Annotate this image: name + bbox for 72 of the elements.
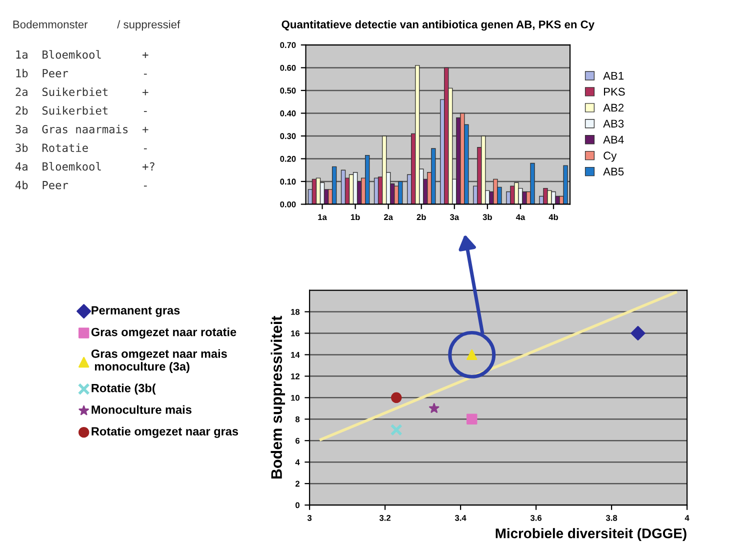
y-tick-label: 0.20 <box>280 156 296 162</box>
legend-label: AB1 <box>603 72 624 80</box>
text: 2b Suikerbiet - <box>16 106 147 115</box>
x-tick-label: 3.6 <box>530 514 542 521</box>
x-tick-label: 1b <box>350 214 360 220</box>
text: 1b Peer - <box>16 68 147 78</box>
legend-label: PKS <box>604 88 625 96</box>
y-tick-label: 0.30 <box>280 133 296 140</box>
bar <box>530 162 535 204</box>
point <box>391 392 402 404</box>
y-axis-title: Bodem suppressiviteit <box>270 316 286 479</box>
y-tick-label: 10 <box>291 394 300 401</box>
x-tick-label: 3.4 <box>454 514 466 521</box>
x-tick-label: 2b <box>416 214 426 220</box>
legend-label: AB3 <box>603 120 624 128</box>
legend-label: Cy <box>604 152 617 162</box>
point <box>630 326 646 341</box>
y-tick-label: 16 <box>291 330 300 336</box>
legend-label: Monoculture mais <box>92 405 192 414</box>
x-tick-label: 4b <box>548 214 558 220</box>
legend-label: AB5 <box>603 168 624 176</box>
legend-label: Gras omgezet naar mais monoculture (3a) <box>91 349 227 373</box>
y-tick-label: 0.70 <box>280 42 296 48</box>
x-tick-label: 3a <box>450 214 460 220</box>
text: 3a Gras naarmais + <box>16 124 148 134</box>
bar <box>332 166 337 204</box>
bar <box>415 65 420 204</box>
text: 2a Suikerbiet + <box>16 87 148 96</box>
x-tick-label: 3.2 <box>379 514 391 521</box>
bar <box>398 181 403 204</box>
y-tick-label: 0.00 <box>280 201 296 208</box>
bar <box>481 136 486 204</box>
x-tick-label: 2a <box>384 214 394 220</box>
legend-label: Gras omgezet naar rotatie <box>91 328 236 339</box>
legend-label: AB2 <box>603 104 624 112</box>
x-tick-label: 3.8 <box>606 514 618 521</box>
bar <box>563 165 568 204</box>
x-tick-label: 1a <box>318 214 327 220</box>
y-tick-label: 2 <box>295 480 300 487</box>
point <box>429 403 440 413</box>
y-tick-label: 8 <box>295 416 300 422</box>
legend-label: Rotatie omgezet naar gras <box>92 426 238 438</box>
y-tick-label: 0 <box>296 502 300 508</box>
chart-title: Quantitatieve detectie van antibiotica genen AB, PKS en Cy <box>282 20 594 31</box>
text: 1a Bloemkool + <box>16 50 148 59</box>
point <box>466 414 478 424</box>
legend-label: Permanent gras <box>92 306 180 317</box>
y-tick-label: 0.40 <box>280 110 296 116</box>
legend-label: AB4 <box>603 136 624 144</box>
x-tick-label: 4a <box>516 214 526 220</box>
text: 4a Bloemkool +? <box>16 162 154 171</box>
x-tick-label: 4 <box>684 515 690 521</box>
bar <box>382 136 387 204</box>
text: 3b Rotatie - <box>16 143 147 152</box>
y-tick-label: 12 <box>291 373 300 380</box>
y-tick-label: 0.60 <box>280 64 296 71</box>
y-tick-label: 18 <box>291 308 300 315</box>
x-tick-label: 3b <box>482 214 492 220</box>
bar <box>431 148 436 204</box>
y-tick-label: 0.50 <box>280 88 296 94</box>
y-tick-label: 14 <box>291 352 300 358</box>
text: 4b Peer - <box>16 180 147 190</box>
x-tick-label: 3 <box>307 514 312 521</box>
x-axis-title: Microbiele diversiteit (DGGE) <box>496 528 686 542</box>
text: / suppressief <box>117 20 180 31</box>
y-tick-label: 4 <box>295 459 300 466</box>
legend-label: Rotatie (3b( <box>92 384 156 395</box>
bar <box>365 154 370 204</box>
y-tick-label: 0.10 <box>280 178 296 185</box>
y-tick-label: 6 <box>296 438 300 444</box>
text: Bodemmonster <box>13 20 88 28</box>
point <box>390 424 402 436</box>
